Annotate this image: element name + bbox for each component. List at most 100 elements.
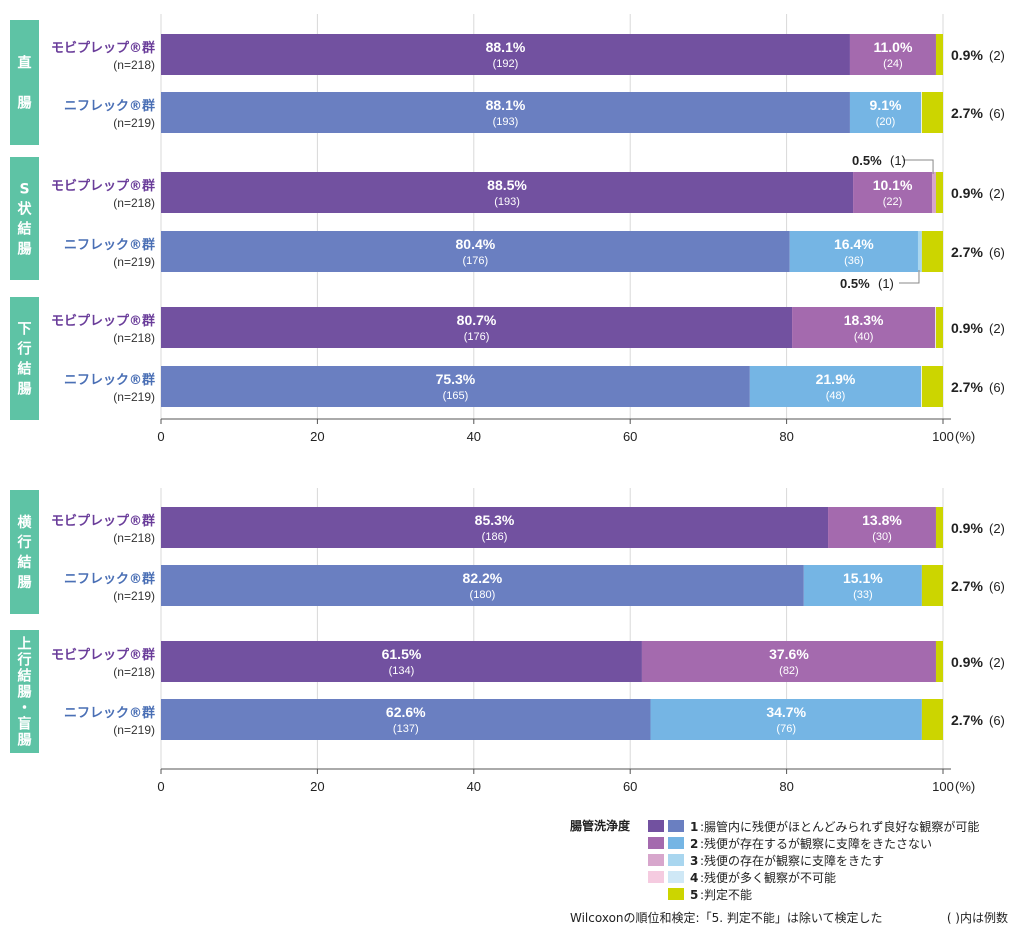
unassessable-count: (2) xyxy=(989,186,1005,201)
unassessable-percent: 2.7% xyxy=(951,578,983,594)
group-n: (n=219) xyxy=(113,116,155,130)
bar-segment xyxy=(921,92,943,133)
legend-text: :残便の存在が観察に支障をきたす xyxy=(700,853,884,868)
section-label-char: 結 xyxy=(18,668,32,685)
section-label-char: 腸 xyxy=(18,381,32,398)
bar-segment xyxy=(921,366,943,407)
bar-segment xyxy=(935,34,943,75)
segment-count: (40) xyxy=(854,331,874,343)
segment-count: (180) xyxy=(470,589,496,601)
segment-percent: 21.9% xyxy=(816,371,856,387)
bar-segment xyxy=(921,231,943,272)
segment-count: (33) xyxy=(853,589,873,601)
segment-percent: 80.4% xyxy=(456,236,496,252)
section-label-char: 下 xyxy=(18,322,32,338)
bar-segment xyxy=(935,641,943,682)
unassessable-percent: 0.9% xyxy=(951,185,983,201)
segment-percent: 11.0% xyxy=(873,39,912,55)
bar-segment xyxy=(849,92,922,133)
segment-percent: 13.8% xyxy=(862,512,902,528)
group-n: (n=219) xyxy=(113,723,155,737)
segment-percent: 37.6% xyxy=(769,646,809,662)
unassessable-percent: 2.7% xyxy=(951,105,983,121)
x-tick-label: 60 xyxy=(623,779,637,794)
group-name: ニフレック®群 xyxy=(64,237,155,253)
bar-segment xyxy=(161,507,829,548)
x-tick-label: 20 xyxy=(310,429,324,444)
section-label-char: 結 xyxy=(18,221,32,238)
group-n: (n=218) xyxy=(113,196,155,210)
legend-number: 2 xyxy=(690,837,698,851)
x-tick-label: 40 xyxy=(467,779,481,794)
segment-count: (36) xyxy=(844,255,864,267)
segment-count: (165) xyxy=(443,390,469,402)
section-label-box xyxy=(10,630,39,753)
bar-segment xyxy=(650,699,922,740)
bar-segment xyxy=(935,307,943,348)
section-label-char: 腸 xyxy=(18,684,32,701)
x-tick-label: 60 xyxy=(623,429,637,444)
legend-swatch xyxy=(648,820,664,832)
legend-swatch xyxy=(668,837,684,849)
segment-percent: 88.1% xyxy=(486,39,526,55)
legend-swatch xyxy=(668,871,684,883)
bar-segment xyxy=(853,172,933,213)
callout-count: (1) xyxy=(890,153,906,168)
legend-swatch xyxy=(668,854,684,866)
x-tick-label: 100 xyxy=(932,429,954,444)
segment-percent: 16.4% xyxy=(834,236,874,252)
bar-segment xyxy=(935,172,943,213)
bar-segment xyxy=(161,565,804,606)
group-n: (n=218) xyxy=(113,331,155,345)
section-label-char: S xyxy=(19,182,29,198)
segment-percent: 80.7% xyxy=(457,312,497,328)
section-label-char: 状 xyxy=(18,201,33,218)
section-label-char: 行 xyxy=(17,652,32,669)
callout-line xyxy=(903,159,934,174)
unassessable-count: (6) xyxy=(989,713,1005,728)
legend-swatch xyxy=(648,837,664,849)
section-label-char: 結 xyxy=(18,361,32,378)
unassessable-percent: 0.9% xyxy=(951,47,983,63)
segment-percent: 88.1% xyxy=(486,97,526,113)
legend-number: 4 xyxy=(690,871,698,885)
segment-count: (176) xyxy=(464,331,490,343)
section-label-char: 横 xyxy=(18,514,33,531)
segment-count: (22) xyxy=(883,196,903,208)
group-name: モビプレップ®群 xyxy=(51,178,155,194)
segment-count: (82) xyxy=(779,665,799,677)
callout-line xyxy=(898,270,920,284)
segment-count: (192) xyxy=(493,58,519,70)
section-label-char: 盲 xyxy=(18,716,32,733)
unassessable-count: (2) xyxy=(989,521,1005,536)
legend-number: 5 xyxy=(690,888,698,902)
x-tick-label: 20 xyxy=(310,779,324,794)
section-label-char: ・ xyxy=(18,701,32,717)
segment-percent: 85.3% xyxy=(475,512,515,528)
section-label-char: 行 xyxy=(17,534,32,551)
section-label-char: 腸 xyxy=(18,95,32,112)
section-label-char: 上 xyxy=(18,637,32,653)
group-name: ニフレック®群 xyxy=(64,372,155,388)
section-label-char: 直 xyxy=(18,55,32,72)
bar-segment xyxy=(161,307,793,348)
section-label-char: 行 xyxy=(17,341,32,358)
x-axis-unit: (%) xyxy=(955,429,975,444)
x-tick-label: 40 xyxy=(467,429,481,444)
bar-segment xyxy=(161,172,854,213)
bar-segment xyxy=(935,507,943,548)
unassessable-percent: 0.9% xyxy=(951,520,983,536)
segment-percent: 10.1% xyxy=(873,177,913,193)
group-name: ニフレック®群 xyxy=(64,571,155,587)
legend-text: :判定不能 xyxy=(700,887,752,902)
segment-percent: 88.5% xyxy=(487,177,527,193)
x-tick-label: 0 xyxy=(157,779,164,794)
bar-segment xyxy=(849,34,936,75)
section-label-box xyxy=(10,20,39,145)
segment-count: (30) xyxy=(872,531,892,543)
section-label-char: 腸 xyxy=(18,241,32,258)
x-axis-unit: (%) xyxy=(955,779,975,794)
callout-percent: 0.5% xyxy=(840,276,870,291)
unassessable-percent: 2.7% xyxy=(951,712,983,728)
bar-segment xyxy=(749,366,922,407)
